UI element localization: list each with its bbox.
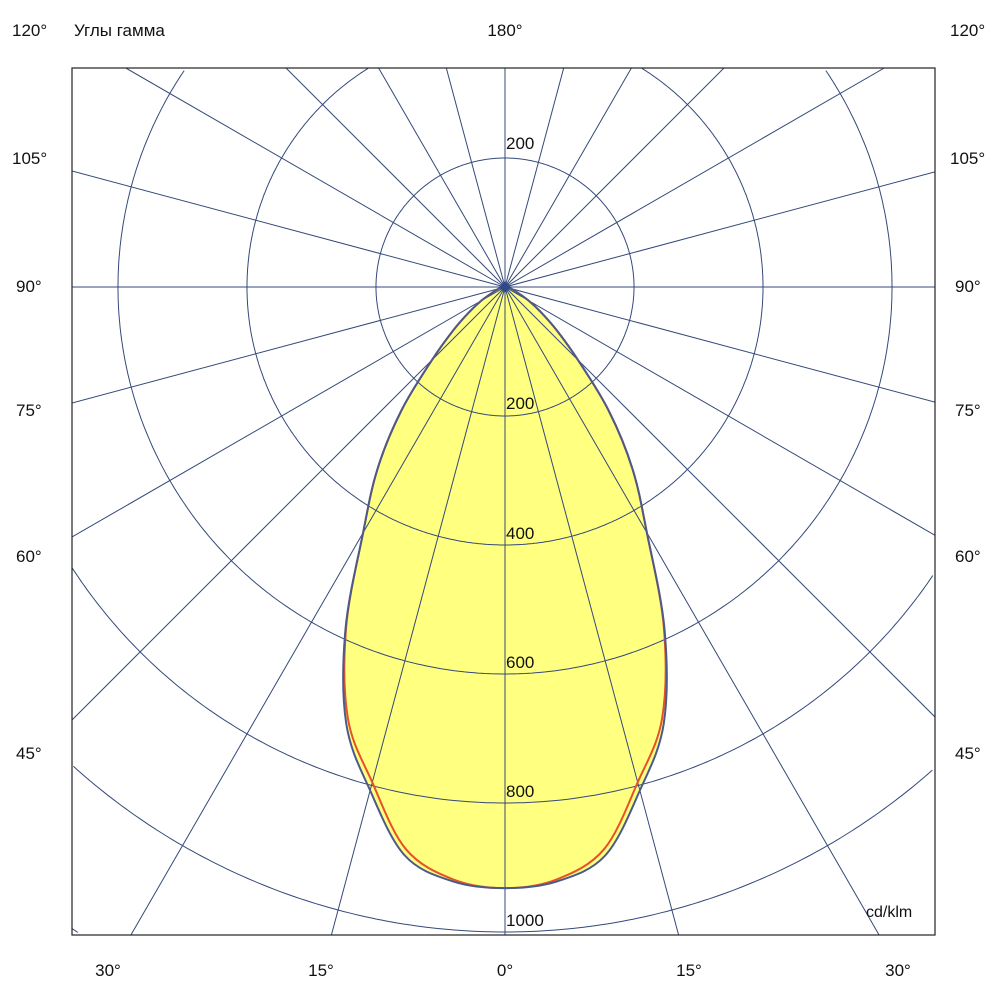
grid-radial-225 [285, 68, 506, 288]
grid-radial-330 [130, 286, 506, 935]
center-marker [499, 281, 511, 293]
angle-label-120-left: 120° [12, 21, 48, 40]
grid-ring-600 [117, 70, 893, 675]
angle-label-120-right: 120° [950, 21, 986, 40]
grid-radial-15 [504, 286, 680, 935]
ring-label-800: 800 [506, 782, 535, 801]
grid-radial-210 [378, 68, 506, 288]
grid-ring-800 [72, 567, 934, 804]
grid-radial-195 [445, 68, 506, 288]
ring-label-600: 600 [506, 653, 535, 672]
angle-label-90-right: 90° [955, 277, 981, 296]
grid-radial-120 [504, 68, 885, 288]
angle-label-105-right: 105° [950, 149, 986, 168]
grid-ring-1000 [73, 765, 933, 933]
angle-label-bottom-15-right: 15° [676, 961, 702, 980]
intensity-curve-0 [342, 285, 668, 890]
angle-label-105-left: 105° [12, 149, 48, 168]
grid-radial-135 [504, 68, 725, 288]
ring-label-200: 200 [506, 394, 535, 413]
grid-radial-285 [72, 286, 506, 404]
ring-label-1000: 1000 [506, 911, 544, 930]
grid-radial-105 [504, 171, 935, 288]
grid-radial-75 [504, 286, 935, 403]
unit-label: cd/klm [866, 904, 913, 921]
angle-label-180: 180° [487, 21, 523, 40]
plot-frame [71, 67, 936, 936]
angle-label-bottom-30-left: 30° [95, 961, 121, 980]
grid-radial-255 [72, 170, 506, 288]
ring-label-top-200: 200 [506, 134, 535, 153]
angle-label-bottom-0: 0° [496, 961, 514, 980]
grid-ring-400 [246, 68, 764, 546]
grid-radial-240 [125, 68, 506, 288]
angle-label-bottom-15-left: 15° [308, 961, 334, 980]
grid-radial-165 [504, 68, 565, 288]
angle-label-60-right: 60° [955, 547, 981, 566]
angle-label-60-left: 60° [16, 547, 42, 566]
angle-label-bottom-30-right: 30° [885, 961, 911, 980]
angle-label-75-right: 75° [955, 401, 981, 420]
angle-label-90-left: 90° [16, 277, 42, 296]
grid-ring-1200 [72, 928, 79, 933]
angle-label-75-left: 75° [16, 401, 42, 420]
chart-title: Углы гамма [74, 21, 165, 40]
grid-radial-345 [330, 286, 506, 935]
ring-label-400: 400 [506, 524, 535, 543]
grid-radial-150 [504, 68, 632, 288]
angle-label-45-left: 45° [16, 744, 42, 763]
grid-radial-30 [504, 286, 880, 935]
angle-label-45-right: 45° [955, 744, 981, 763]
grid-radial-60 [504, 286, 935, 536]
grid-radial-300 [72, 286, 506, 538]
